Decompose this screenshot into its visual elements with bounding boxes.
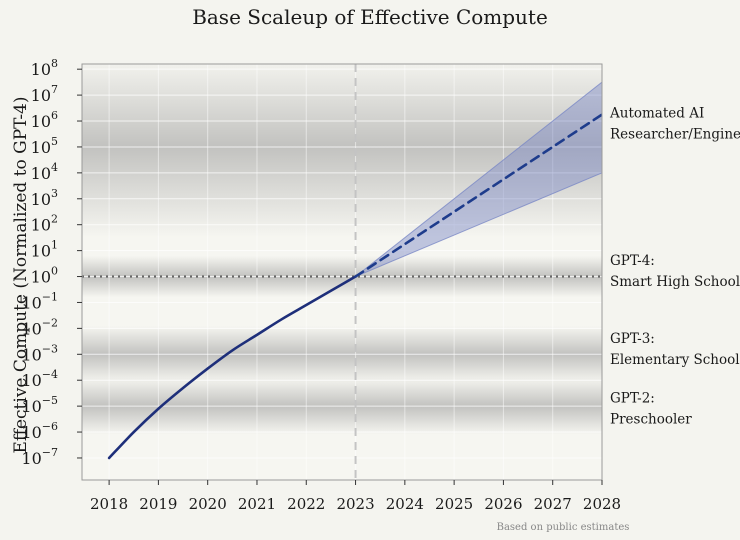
y-tick-label: 105 [31, 135, 58, 157]
uncertainty-band [355, 81, 602, 277]
annotation-gpt3: GPT-3: Elementary Schooler [610, 331, 740, 368]
annotation-gpt2: GPT-2: Preschooler [610, 390, 692, 427]
y-tick-label: 100 [31, 265, 58, 287]
annotation-gpt4: GPT-4:Smart High Schooler [610, 253, 740, 290]
x-tick-label: 2023 [336, 495, 374, 513]
x-tick-label: 2022 [287, 495, 325, 513]
y-tick-label: 101 [31, 239, 58, 261]
y-tick-label: 108 [31, 57, 58, 79]
plot-frame [81, 63, 603, 481]
projected-compute-line [354, 113, 602, 278]
historical-compute-line [107, 275, 357, 460]
y-axis-label: Effective Compute (Normalized to GPT-4) [11, 96, 31, 453]
y-tick-label: 10−2 [21, 316, 58, 338]
x-tick-label: 2018 [90, 495, 128, 513]
x-tick-label: 2028 [583, 495, 621, 513]
y-tick-label: 10−1 [21, 290, 58, 312]
y-tick-label: 10−5 [21, 394, 58, 416]
y-tick-label: 10−7 [21, 446, 58, 468]
x-tick-label: 2026 [484, 495, 522, 513]
y-tick-label: 10−6 [21, 420, 58, 442]
y-tick-label: 10−3 [21, 342, 58, 364]
y-tick-label: 103 [31, 187, 58, 209]
plot-area: 2018 2019 2020 2021 2022 2023 2024 2025 2026 2027… [21, 57, 621, 513]
y-tick-label: 106 [31, 109, 58, 131]
x-tick-label: 2021 [238, 495, 276, 513]
x-tick-label: 2020 [189, 495, 227, 513]
footnote: Based on public estimates [497, 522, 630, 533]
y-tick-label: 102 [31, 213, 58, 235]
y-tick-label: 104 [31, 161, 58, 183]
x-tick-label: 2024 [386, 495, 424, 513]
x-tick-label: 2025 [435, 495, 473, 513]
x-tick-label: 2027 [534, 495, 572, 513]
chart-title: Base Scaleup of Effective Compute [192, 5, 548, 29]
y-tick-label: 107 [31, 83, 58, 105]
y-tick-label: 10−4 [21, 368, 58, 390]
x-tick-label: 2019 [139, 495, 177, 513]
